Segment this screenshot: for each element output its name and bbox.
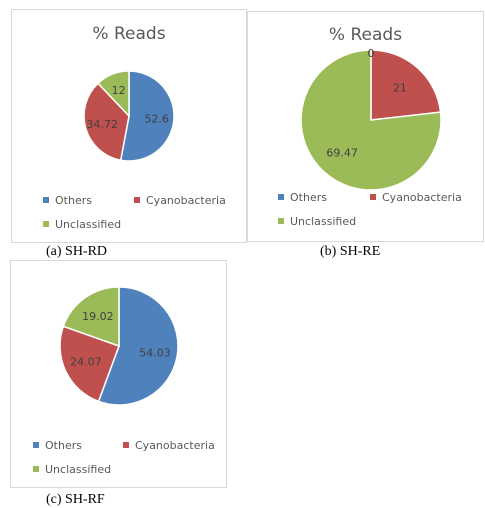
chart-a-panel: % Reads 52.6 34.72 12 Others Cyanobacteria… — [11, 9, 247, 243]
chart-a-legend-unclassified: Unclassified — [43, 218, 121, 231]
chart-c-legend-unclassified: Unclassified — [33, 463, 111, 476]
pie-slice-others — [119, 70, 175, 162]
chart-b-caption: (b) SH-RE — [320, 244, 381, 259]
legend-label: Others — [45, 439, 82, 452]
chart-c-panel: 54.03 24.07 19.02 Others Cyanobacteria Unc… — [10, 260, 227, 488]
data-label-cyanobacteria: 34.72 — [86, 118, 118, 131]
chart-b-slices — [300, 49, 442, 191]
data-label-unclassified: 69.47 — [326, 146, 358, 159]
legend-label: Cyanobacteria — [382, 191, 462, 204]
legend-swatch — [123, 442, 129, 448]
data-label-unclassified: 12 — [112, 84, 126, 97]
chart-c-legend: Others Cyanobacteria Unclassified — [11, 437, 228, 482]
legend-swatch — [370, 194, 376, 200]
pie-slice-unclassified — [96, 70, 130, 118]
data-label-cyanobacteria: 21 — [393, 82, 407, 95]
chart-a-data-labels: 52.6 34.72 12 — [86, 84, 169, 131]
chart-a-legend: Others Cyanobacteria Unclassified — [12, 192, 248, 237]
legend-swatch — [134, 197, 140, 203]
legend-swatch — [43, 197, 49, 203]
legend-swatch — [33, 442, 39, 448]
legend-label: Unclassified — [290, 215, 357, 228]
chart-c-slices — [59, 286, 179, 406]
chart-a-slices — [83, 70, 175, 162]
data-label-others: 0 — [368, 47, 375, 60]
legend-label: Cyanobacteria — [135, 439, 215, 452]
chart-a-title: % Reads — [92, 24, 166, 44]
chart-a-caption: (a) SH-RD — [46, 244, 108, 259]
chart-c-pie: 54.03 24.07 19.02 — [59, 286, 179, 406]
data-label-others: 54.03 — [139, 346, 171, 359]
chart-b-pie: 0 21 69.47 — [300, 47, 442, 191]
chart-a-legend-others: Others — [43, 194, 92, 207]
legend-label: Others — [290, 191, 327, 204]
data-label-cyanobacteria: 24.07 — [70, 356, 102, 369]
legend-label: Unclassified — [55, 218, 122, 231]
chart-b-data-labels: 0 21 69.47 — [326, 47, 407, 160]
chart-c-data-labels: 54.03 24.07 19.02 — [70, 310, 171, 368]
data-label-unclassified: 19.02 — [82, 310, 114, 323]
chart-c-legend-cyanobacteria: Cyanobacteria — [123, 439, 215, 452]
pie-slice-unclassified — [300, 49, 442, 191]
chart-a-legend-cyanobacteria: Cyanobacteria — [134, 194, 226, 207]
legend-swatch — [33, 466, 39, 472]
chart-b-legend-cyanobacteria: Cyanobacteria — [370, 191, 462, 204]
legend-swatch — [278, 194, 284, 200]
pie-slice-others — [97, 286, 179, 406]
legend-swatch — [278, 218, 284, 224]
chart-b-legend-others: Others — [278, 191, 327, 204]
pie-slice-cyanobacteria — [83, 82, 130, 162]
chart-b-legend: Others Cyanobacteria Unclassified — [248, 189, 485, 234]
chart-b-panel: % Reads 0 21 69.47 Others Cyanobacteria Un… — [247, 11, 484, 242]
legend-swatch — [43, 221, 49, 227]
chart-a-pie: 52.6 34.72 12 — [83, 70, 175, 162]
legend-label: Cyanobacteria — [146, 194, 226, 207]
data-label-others: 52.6 — [145, 113, 170, 126]
pie-slice-unclassified — [62, 286, 120, 348]
chart-c-legend-others: Others — [33, 439, 82, 452]
legend-label: Others — [55, 194, 92, 207]
legend-label: Unclassified — [45, 463, 112, 476]
chart-c-caption: (c) SH-RF — [46, 492, 105, 507]
chart-b-title: % Reads — [328, 25, 403, 45]
pie-slice-cyanobacteria — [370, 49, 442, 121]
chart-b-legend-unclassified: Unclassified — [278, 215, 356, 228]
pie-slice-cyanobacteria — [59, 325, 120, 403]
